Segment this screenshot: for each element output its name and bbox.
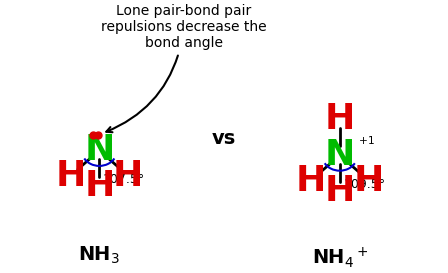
Text: H: H	[113, 159, 143, 193]
Text: $^{+1}$: $^{+1}$	[358, 137, 375, 152]
Text: H: H	[324, 174, 355, 208]
Text: H: H	[353, 164, 384, 197]
Text: 107.5°: 107.5°	[103, 173, 145, 186]
Text: Lone pair-bond pair
repulsions decrease the
bond angle: Lone pair-bond pair repulsions decrease …	[101, 4, 267, 132]
Text: NH$_3$: NH$_3$	[78, 245, 120, 266]
Text: H: H	[56, 159, 86, 193]
Text: N: N	[84, 133, 115, 167]
Text: H: H	[84, 169, 115, 203]
Text: N: N	[324, 138, 355, 172]
Text: vs: vs	[212, 129, 236, 148]
Text: NH$_4$$^+$: NH$_4$$^+$	[311, 246, 368, 270]
Text: 109.5°: 109.5°	[343, 178, 385, 191]
Text: H: H	[296, 164, 326, 197]
Text: H: H	[324, 102, 355, 136]
